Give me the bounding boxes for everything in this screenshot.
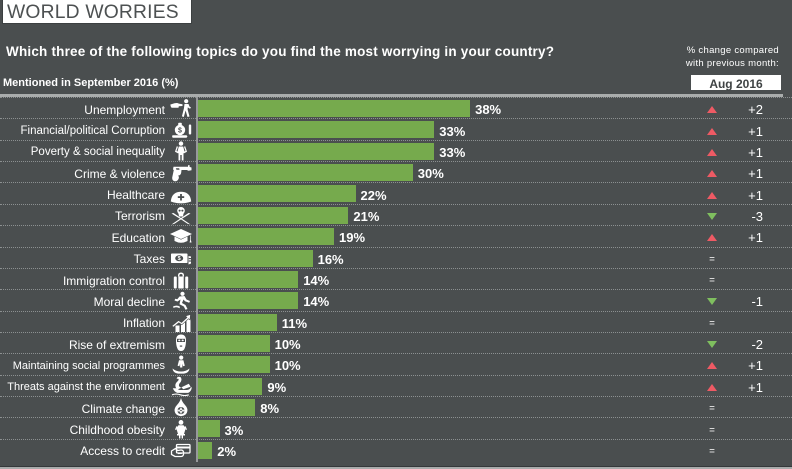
svg-text:$: $	[178, 256, 181, 262]
svg-text:$: $	[178, 127, 182, 134]
